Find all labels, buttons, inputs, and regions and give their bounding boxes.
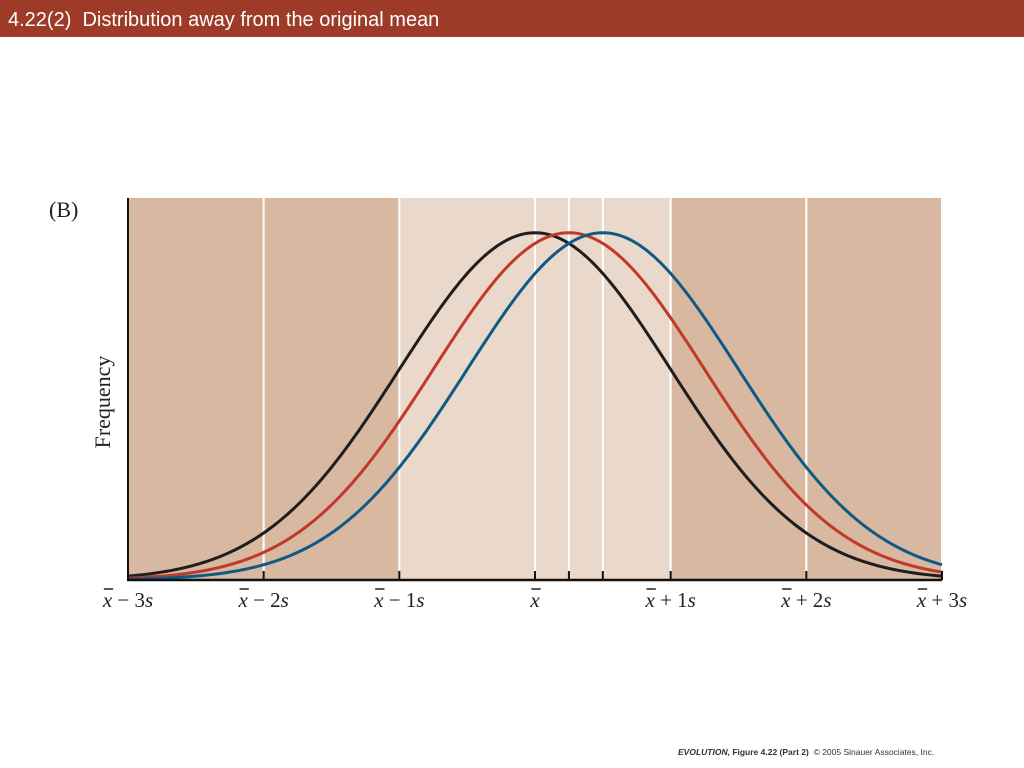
x-bar-symbol: x	[529, 588, 540, 612]
x-tick-label: x + 1s	[644, 588, 695, 612]
x-bar-symbol: x	[780, 588, 791, 612]
x-tick-offset: + 2	[790, 588, 823, 612]
credit-figure: Figure 4.22 (Part 2)	[729, 747, 809, 757]
x-tick-sd-symbol: s	[281, 588, 289, 612]
x-tick-offset: − 3	[112, 588, 145, 612]
y-axis-label: Frequency	[90, 356, 115, 449]
distribution-curve-1	[127, 231, 943, 578]
x-tick-label-text: x + 3s	[916, 588, 967, 612]
x-tick-label: x + 2s	[780, 588, 831, 612]
x-tick-label: x − 3s	[102, 588, 153, 612]
panel-label: (B)	[49, 197, 78, 222]
x-tick-label-text: x − 3s	[102, 588, 153, 612]
distribution-curve-2	[127, 231, 943, 580]
x-tick-label-text: x + 1s	[644, 588, 695, 612]
x-tick-label-text: x	[529, 588, 540, 612]
x-tick-sd-symbol: s	[823, 588, 831, 612]
x-bar-symbol: x	[916, 588, 927, 612]
x-tick-label: x	[529, 588, 541, 612]
x-tick-label: x − 2s	[237, 588, 288, 612]
x-tick-sd-symbol: s	[416, 588, 424, 612]
x-bar-symbol: x	[237, 588, 248, 612]
x-bar-symbol: x	[102, 588, 113, 612]
x-tick-label: x + 3s	[916, 588, 967, 612]
credit-rest: © 2005 Sinauer Associates, Inc.	[808, 747, 935, 757]
figure-credit: EVOLUTION, Figure 4.22 (Part 2) © 2005 S…	[678, 747, 934, 757]
x-tick-offset: + 1	[655, 588, 688, 612]
distribution-curve-3	[127, 231, 943, 581]
x-tick-offset: − 1	[383, 588, 416, 612]
x-tick-label-text: x − 2s	[237, 588, 288, 612]
title-bar: 4.22(2) Distribution away from the origi…	[0, 0, 1024, 37]
x-tick-sd-symbol: s	[959, 588, 967, 612]
x-tick-label-text: x − 1s	[373, 588, 424, 612]
x-bar-symbol: x	[644, 588, 655, 612]
x-bar-symbol: x	[373, 588, 384, 612]
x-tick-label: x − 1s	[373, 588, 424, 612]
x-tick-offset: − 2	[248, 588, 281, 612]
x-tick-sd-symbol: s	[145, 588, 153, 612]
x-tick-sd-symbol: s	[688, 588, 696, 612]
slide-title: 4.22(2) Distribution away from the origi…	[8, 9, 440, 31]
x-tick-label-text: x + 2s	[780, 588, 831, 612]
x-tick-offset: + 3	[926, 588, 959, 612]
credit-book: EVOLUTION,	[678, 747, 730, 757]
